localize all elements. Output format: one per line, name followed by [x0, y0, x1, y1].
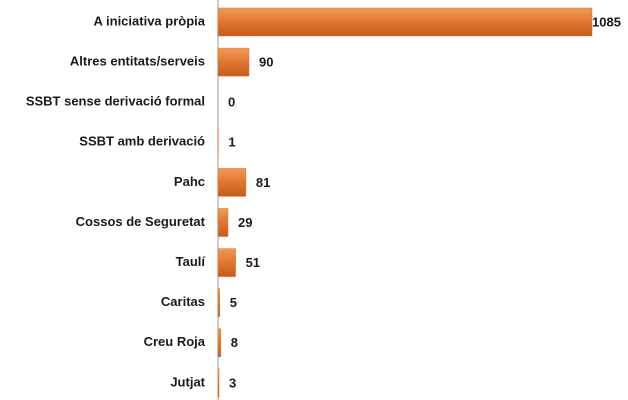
- value-label: 0: [228, 95, 235, 110]
- category-label: Altres entitats/serveis: [70, 54, 205, 69]
- category-label: Taulí: [176, 254, 206, 269]
- category-label: Caritas: [161, 294, 205, 309]
- category-label: Cossos de Seguretat: [76, 214, 206, 229]
- bar: [217, 47, 250, 77]
- value-label: 90: [259, 55, 273, 70]
- value-label: 29: [238, 215, 252, 230]
- bar: [217, 368, 220, 398]
- bar: [217, 7, 593, 37]
- value-label: 51: [246, 255, 260, 270]
- value-label: 81: [256, 175, 270, 190]
- category-label: Pahc: [174, 174, 205, 189]
- bar: [217, 208, 229, 237]
- value-label: 5: [230, 295, 237, 310]
- category-label: A iniciativa pròpia: [94, 13, 206, 28]
- category-label: SSBT amb derivació: [79, 134, 205, 149]
- category-label: Jutjat: [170, 374, 205, 389]
- bar: [217, 288, 220, 317]
- bar: [217, 328, 222, 358]
- category-label: Creu Roja: [144, 334, 206, 349]
- value-label: 3: [229, 375, 236, 390]
- value-label: 8: [231, 335, 238, 350]
- value-label: 1: [228, 135, 235, 150]
- value-label: 1085: [592, 14, 621, 29]
- bar: [217, 248, 236, 277]
- category-label: SSBT sense derivació formal: [26, 94, 205, 109]
- bar: [217, 168, 247, 197]
